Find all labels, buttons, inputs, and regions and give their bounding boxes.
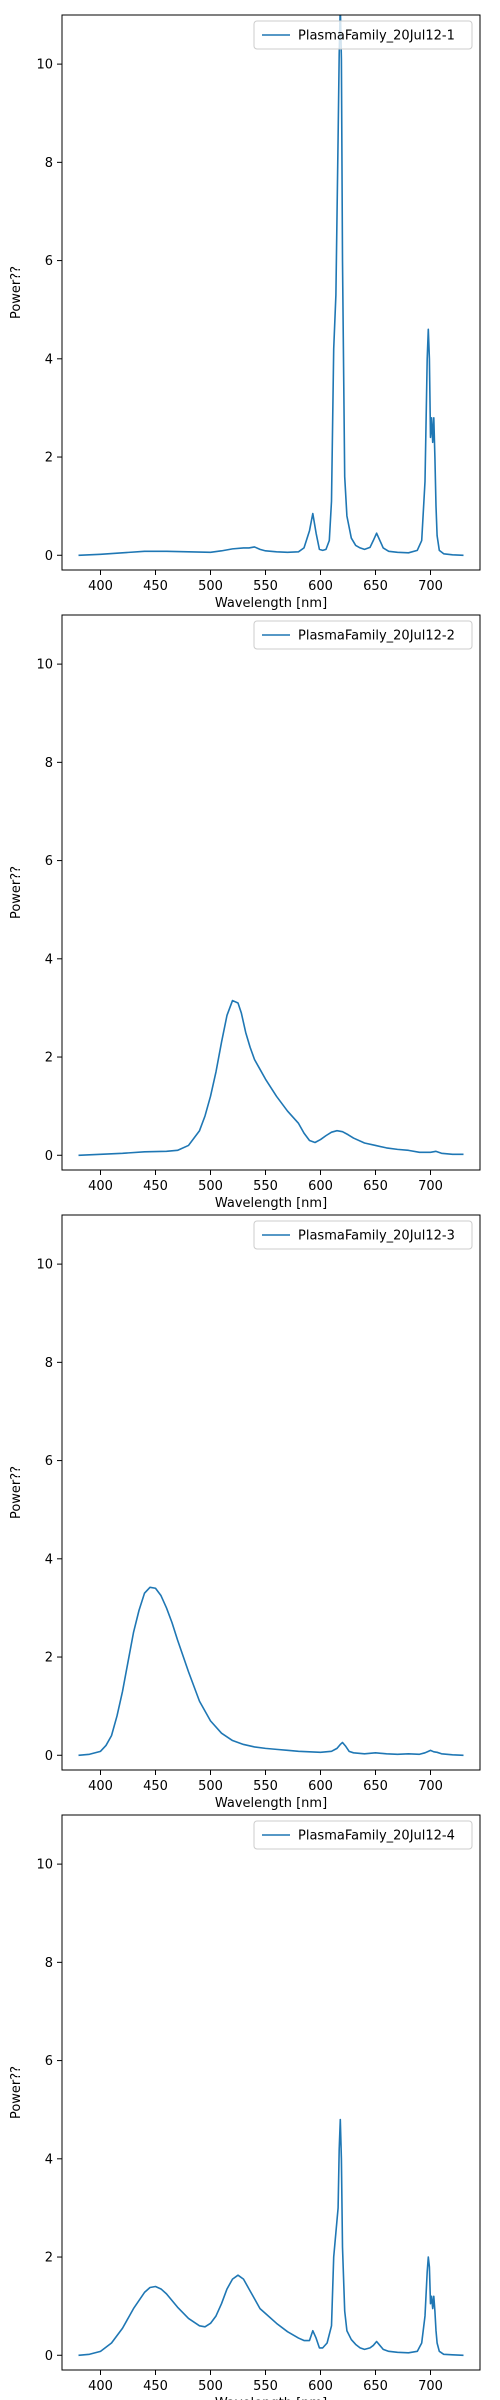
series-line-2-1 [78, 999, 464, 1157]
x-tick-label: 550 [253, 1779, 278, 1794]
y-axis-label: Power?? [9, 2066, 24, 2119]
x-tick-label: 400 [88, 2379, 113, 2394]
legend-entry-label: PlasmaFamily_20Jul12-2 [298, 629, 455, 644]
chart-panel-2: 400 450 500 550 600 650 700 0 2 4 6 8 10 Wavelength [… [9, 614, 481, 1211]
y-tick-label: 2 [45, 1651, 53, 1666]
x-tick-label: 650 [363, 1779, 388, 1794]
y-tick-label: 6 [45, 854, 53, 869]
y-tick-label: 2 [45, 2251, 53, 2266]
x-tick-label: 400 [88, 579, 113, 594]
x-tick-label: 550 [253, 2379, 278, 2394]
x-tick-label: 450 [143, 2379, 168, 2394]
x-tick-label: 500 [198, 1179, 223, 1194]
y-tick-label: 0 [45, 1749, 53, 1764]
series-line-3-1 [78, 1586, 464, 1757]
x-tick-label: 600 [308, 1179, 333, 1194]
legend-box [253, 20, 473, 50]
x-axis-label: Wavelength [nm] [215, 1196, 327, 1211]
x-tick-label: 700 [418, 1179, 443, 1194]
y-tick-label: 10 [36, 1858, 53, 1873]
legend: PlasmaFamily_20Jul12-4 [253, 1820, 473, 1850]
x-tick-label: 550 [253, 579, 278, 594]
y-tick-label: 2 [45, 1051, 53, 1066]
legend: PlasmaFamily_20Jul12-1 [253, 20, 473, 50]
y-tick-label: 0 [45, 2349, 53, 2364]
series-line-4-1 [78, 2118, 464, 2357]
x-tick-label: 550 [253, 1179, 278, 1194]
y-tick-label: 2 [45, 451, 53, 466]
y-tick-label: 10 [36, 658, 53, 673]
legend: PlasmaFamily_20Jul12-3 [253, 1220, 473, 1250]
legend: PlasmaFamily_20Jul12-2 [253, 620, 473, 650]
legend-box [253, 1820, 473, 1850]
x-tick-label: 400 [88, 1779, 113, 1794]
x-tick-label: 400 [88, 1179, 113, 1194]
plot-frame [61, 14, 481, 571]
legend-box [253, 620, 473, 650]
y-tick-label: 8 [45, 1956, 53, 1971]
plot-frame [61, 1814, 481, 2371]
x-tick-label: 650 [363, 579, 388, 594]
series-line-1-1 [78, 15, 464, 557]
x-tick-label: 700 [418, 1779, 443, 1794]
y-tick-label: 6 [45, 2054, 53, 2069]
legend-entry-label: PlasmaFamily_20Jul12-1 [298, 29, 455, 44]
x-tick-label: 500 [198, 1779, 223, 1794]
x-axis-label: Wavelength [nm] [215, 2396, 327, 2400]
plot-frame [61, 1214, 481, 1771]
y-tick-label: 8 [45, 1356, 53, 1371]
y-axis-label: Power?? [9, 1466, 24, 1519]
y-tick-label: 0 [45, 549, 53, 564]
chart-panel-1: 400 450 500 550 600 650 700 0 2 4 6 8 10 Wavelength [… [9, 14, 481, 611]
chart-panel-3: 400 450 500 550 600 650 700 0 2 4 6 8 10 Wavelength [… [9, 1214, 481, 1811]
x-tick-label: 650 [363, 2379, 388, 2394]
y-tick-label: 4 [45, 952, 53, 967]
x-tick-label: 600 [308, 579, 333, 594]
plot-frame [61, 614, 481, 1171]
x-axis-label: Wavelength [nm] [215, 596, 327, 611]
y-axis-label: Power?? [9, 266, 24, 319]
x-tick-label: 450 [143, 1779, 168, 1794]
y-tick-label: 4 [45, 1552, 53, 1567]
x-tick-label: 450 [143, 1179, 168, 1194]
y-tick-label: 6 [45, 254, 53, 269]
y-tick-label: 10 [36, 1258, 53, 1273]
legend-box [253, 1220, 473, 1250]
y-tick-label: 8 [45, 756, 53, 771]
y-tick-label: 8 [45, 156, 53, 171]
y-tick-label: 0 [45, 1149, 53, 1164]
x-tick-label: 700 [418, 579, 443, 594]
x-axis-label: Wavelength [nm] [215, 1796, 327, 1811]
x-tick-label: 650 [363, 1179, 388, 1194]
y-tick-label: 4 [45, 2152, 53, 2167]
x-tick-label: 600 [308, 2379, 333, 2394]
x-tick-label: 450 [143, 579, 168, 594]
x-tick-label: 600 [308, 1779, 333, 1794]
y-tick-label: 4 [45, 352, 53, 367]
x-tick-label: 700 [418, 2379, 443, 2394]
y-tick-label: 6 [45, 1454, 53, 1469]
y-axis-label: Power?? [9, 866, 24, 919]
chart-panel-4: 400 450 500 550 600 650 700 0 2 4 6 8 10 Wavelength [… [9, 1814, 481, 2400]
legend-entry-label: PlasmaFamily_20Jul12-4 [298, 1829, 455, 1844]
y-tick-label: 10 [36, 58, 53, 73]
legend-entry-label: PlasmaFamily_20Jul12-3 [298, 1229, 455, 1244]
x-tick-label: 500 [198, 579, 223, 594]
x-tick-label: 500 [198, 2379, 223, 2394]
